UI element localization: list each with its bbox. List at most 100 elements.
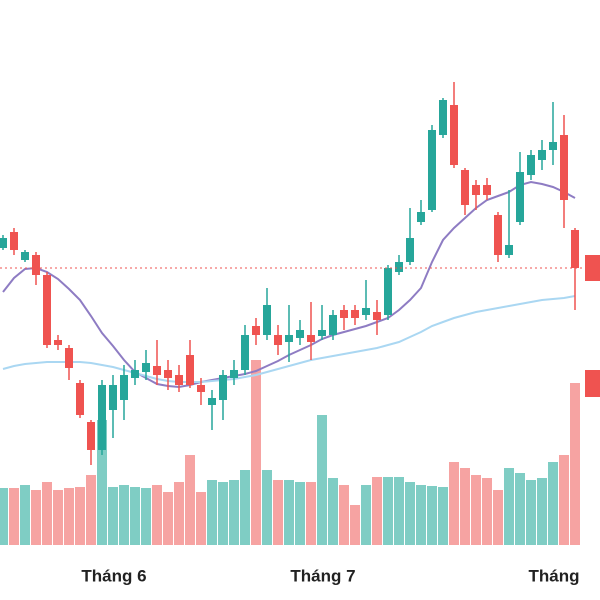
candle-body <box>54 340 62 345</box>
candle-body <box>362 308 370 315</box>
candle-body <box>87 422 95 450</box>
candle-body <box>153 366 161 375</box>
candle-body <box>450 105 458 165</box>
volume-bar <box>372 477 382 545</box>
candle-body <box>439 100 447 135</box>
volume-bar <box>20 485 30 545</box>
candle-body <box>428 130 436 210</box>
volume-bar <box>548 462 558 545</box>
volume-bar <box>229 480 239 545</box>
volume-bar <box>515 473 525 545</box>
candle-body <box>21 252 29 260</box>
candle-body <box>571 230 579 268</box>
volume-bar <box>438 487 448 545</box>
candle-body <box>263 305 271 335</box>
volume-bar <box>185 455 195 545</box>
candle-body <box>0 238 7 248</box>
candle-body <box>384 268 392 315</box>
volume-bar <box>262 470 272 545</box>
volume-bar <box>218 482 228 545</box>
candle-body <box>472 185 480 195</box>
volume-bar <box>339 485 349 545</box>
volume-bar <box>350 505 360 545</box>
candle-body <box>65 348 73 368</box>
last-volume-tag <box>585 370 600 397</box>
volume-bar <box>163 492 173 545</box>
moving-average <box>2 295 576 383</box>
volume-bar <box>526 480 536 545</box>
candle-body <box>340 310 348 318</box>
volume-bar <box>361 485 371 545</box>
candle-body <box>219 375 227 400</box>
candle-body <box>43 275 51 345</box>
volume-bar <box>537 478 547 545</box>
volume-bar <box>119 485 129 545</box>
volume-bar <box>141 488 151 545</box>
volume-bar <box>97 420 107 545</box>
volume-bar <box>64 488 74 545</box>
candle-body <box>373 312 381 320</box>
volume-bar <box>284 480 294 545</box>
volume-bar <box>130 487 140 545</box>
candle-body <box>241 335 249 370</box>
candle-body <box>142 363 150 372</box>
volume-bar <box>152 485 162 545</box>
volume-bar <box>207 480 217 545</box>
candle-body <box>296 330 304 338</box>
volume-bar <box>504 468 514 545</box>
volume-bar <box>493 490 503 545</box>
volume-bar <box>306 482 316 545</box>
candle-body <box>318 330 326 336</box>
volume-bar <box>317 415 327 545</box>
candle-body <box>538 150 546 160</box>
volume-bar <box>86 475 96 545</box>
candle-body <box>252 326 260 335</box>
volume-bar <box>394 477 404 545</box>
volume-bar <box>251 360 261 545</box>
volume-bar <box>42 482 52 545</box>
volume-bar <box>471 475 481 545</box>
candle-body <box>76 383 84 415</box>
candle-body <box>197 385 205 392</box>
candle-body <box>120 375 128 400</box>
candle-body <box>109 385 117 410</box>
candle-body <box>461 170 469 205</box>
volume-bar <box>196 492 206 545</box>
x-tick-label: Tháng 6 <box>81 566 146 585</box>
candle-body <box>32 255 40 275</box>
volume-bar <box>240 470 250 545</box>
volume-bar <box>0 488 8 545</box>
volume-bar <box>53 490 63 545</box>
candle-body <box>307 335 315 342</box>
candle-body <box>175 375 183 385</box>
volume-bar <box>273 480 283 545</box>
candle-body <box>549 142 557 150</box>
candle-body <box>417 212 425 222</box>
candle-body <box>505 245 513 255</box>
volume-bar <box>31 490 41 545</box>
x-tick-label: Tháng 7 <box>290 566 355 585</box>
candle-body <box>10 232 18 250</box>
volume-bar <box>460 468 470 545</box>
candle-body <box>186 355 194 385</box>
volume-bar <box>75 487 85 545</box>
candle-body <box>329 315 337 335</box>
volume-bar <box>108 487 118 545</box>
candle-body <box>230 370 238 378</box>
volume-bar <box>449 462 459 545</box>
candle-body <box>395 262 403 272</box>
candle-body <box>274 335 282 345</box>
candle-body <box>208 398 216 405</box>
volume-bar <box>482 478 492 545</box>
candle-body <box>164 370 172 378</box>
last-price-tag <box>585 255 600 281</box>
volume-bar <box>295 482 305 545</box>
candle-body <box>285 335 293 342</box>
candle-body <box>483 185 491 195</box>
candle-body <box>516 172 524 222</box>
volume-bar <box>9 488 19 545</box>
candle-body <box>494 215 502 255</box>
x-tick-label: Tháng <box>529 566 580 585</box>
